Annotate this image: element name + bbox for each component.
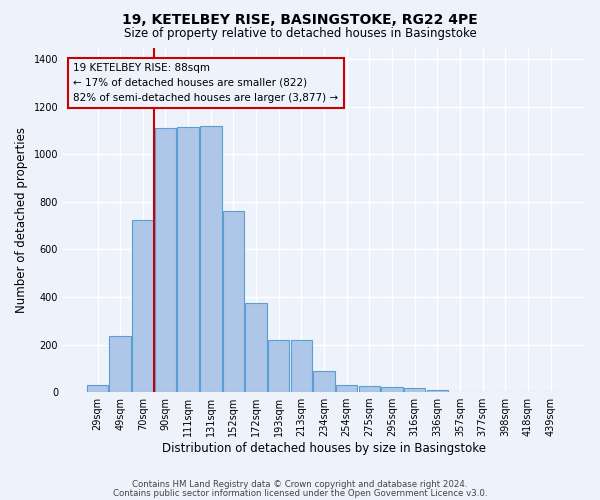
- Bar: [245, 303, 267, 392]
- Bar: [313, 370, 335, 392]
- Bar: [132, 220, 154, 392]
- Bar: [404, 388, 425, 392]
- Text: Contains public sector information licensed under the Open Government Licence v3: Contains public sector information licen…: [113, 488, 487, 498]
- Bar: [336, 385, 358, 392]
- Bar: [178, 127, 199, 392]
- Bar: [87, 385, 108, 392]
- X-axis label: Distribution of detached houses by size in Basingstoke: Distribution of detached houses by size …: [162, 442, 486, 455]
- Bar: [223, 212, 244, 392]
- Bar: [427, 390, 448, 392]
- Y-axis label: Number of detached properties: Number of detached properties: [15, 127, 28, 313]
- Text: Size of property relative to detached houses in Basingstoke: Size of property relative to detached ho…: [124, 28, 476, 40]
- Text: 19 KETELBEY RISE: 88sqm
← 17% of detached houses are smaller (822)
82% of semi-d: 19 KETELBEY RISE: 88sqm ← 17% of detache…: [73, 63, 338, 102]
- Bar: [155, 128, 176, 392]
- Bar: [200, 126, 221, 392]
- Bar: [359, 386, 380, 392]
- Bar: [290, 340, 312, 392]
- Text: Contains HM Land Registry data © Crown copyright and database right 2024.: Contains HM Land Registry data © Crown c…: [132, 480, 468, 489]
- Bar: [268, 340, 289, 392]
- Bar: [109, 336, 131, 392]
- Text: 19, KETELBEY RISE, BASINGSTOKE, RG22 4PE: 19, KETELBEY RISE, BASINGSTOKE, RG22 4PE: [122, 12, 478, 26]
- Bar: [381, 387, 403, 392]
